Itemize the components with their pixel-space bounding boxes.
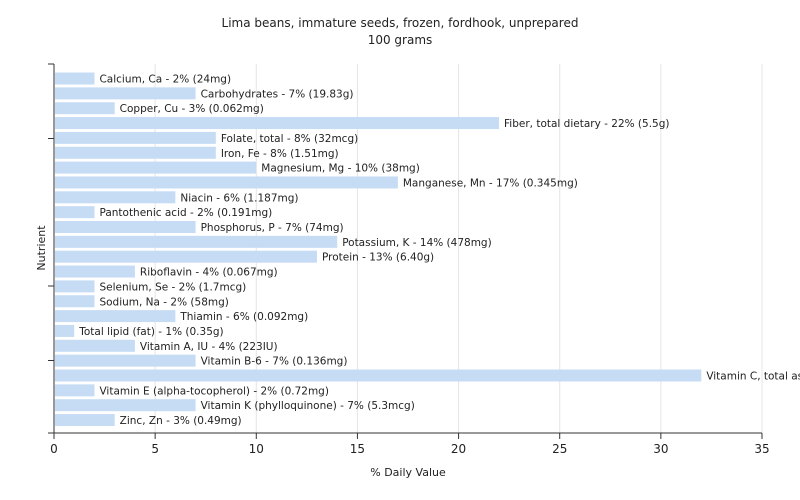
bar-label: Magnesium, Mg - 10% (38mg) [261, 163, 420, 175]
x-tick-label: 35 [754, 442, 769, 456]
chart-title: Lima beans, immature seeds, frozen, ford… [222, 16, 579, 30]
bar-label: Carbohydrates - 7% (19.83g) [201, 88, 354, 100]
bar-label: Selenium, Se - 2% (1.7mcg) [99, 281, 246, 293]
bar [55, 102, 115, 115]
axes: 0 5 10 15 20 25 30 35 [48, 63, 770, 456]
bar-label: Vitamin E (alpha-tocopherol) - 2% (0.72m… [99, 385, 329, 397]
bar [55, 384, 95, 397]
chart-subtitle: 100 grams [368, 33, 433, 47]
bar [55, 235, 338, 248]
bar-label: Vitamin A, IU - 4% (223IU) [140, 341, 278, 353]
x-tick-label: 30 [653, 442, 668, 456]
x-axis-label: % Daily Value [370, 466, 446, 479]
bar-label: Potassium, K - 14% (478mg) [342, 237, 492, 249]
bar [55, 146, 216, 159]
x-tick-label: 15 [350, 442, 365, 456]
x-tick-label: 5 [151, 442, 159, 456]
bar [55, 339, 135, 352]
bar [55, 221, 196, 233]
bar-label: Calcium, Ca - 2% (24mg) [99, 74, 231, 86]
x-tick-label: 25 [552, 442, 567, 456]
bar-label: Thiamin - 6% (0.092mg) [179, 311, 308, 323]
bar [55, 399, 196, 412]
x-tick-label: 0 [50, 442, 58, 456]
bar [55, 250, 317, 263]
bar-label: Vitamin C, total ascorbic acid - 32% (19… [706, 371, 800, 383]
bar [55, 369, 702, 382]
x-tick-label: 20 [451, 442, 466, 456]
bar-label: Manganese, Mn - 17% (0.345mg) [403, 177, 578, 189]
bar [55, 131, 216, 144]
bar [55, 117, 500, 130]
bar-label: Fiber, total dietary - 22% (5.5g) [504, 118, 669, 130]
bar [55, 87, 196, 100]
bar [55, 265, 135, 278]
bar-label: Folate, total - 8% (32mcg) [221, 133, 358, 145]
bar [55, 295, 95, 308]
bar [55, 161, 257, 174]
bar-label: Total lipid (fat) - 1% (0.35g) [78, 326, 223, 338]
bar-label: Phosphorus, P - 7% (74mg) [201, 222, 344, 234]
bar-label: Protein - 13% (6.40g) [322, 252, 434, 264]
x-tick-label: 10 [249, 442, 264, 456]
bar [55, 72, 95, 85]
bars: Calcium, Ca - 2% (24mg) Carbohydrates - 7… [55, 72, 800, 427]
bar-label: Niacin - 6% (1.187mg) [180, 192, 298, 204]
bar [55, 414, 115, 427]
bar-label: Copper, Cu - 3% (0.062mg) [120, 103, 264, 115]
bar-label: Iron, Fe - 8% (1.51mg) [221, 148, 339, 160]
bar [55, 324, 75, 337]
bar [55, 191, 176, 204]
bar [55, 354, 196, 367]
bar-label: Riboflavin - 4% (0.067mg) [140, 267, 278, 279]
bar-label: Vitamin B-6 - 7% (0.136mg) [201, 356, 348, 368]
bar [55, 176, 398, 189]
bar-label: Sodium, Na - 2% (58mg) [99, 296, 228, 308]
bar-label: Vitamin K (phylloquinone) - 7% (5.3mcg) [201, 400, 415, 412]
bar [55, 280, 95, 293]
bar [55, 310, 176, 323]
bar-label: Zinc, Zn - 3% (0.49mg) [120, 415, 242, 427]
bar-label: Pantothenic acid - 2% (0.191mg) [99, 207, 272, 219]
y-axis-label: Nutrient [35, 225, 48, 271]
bar [55, 206, 95, 219]
